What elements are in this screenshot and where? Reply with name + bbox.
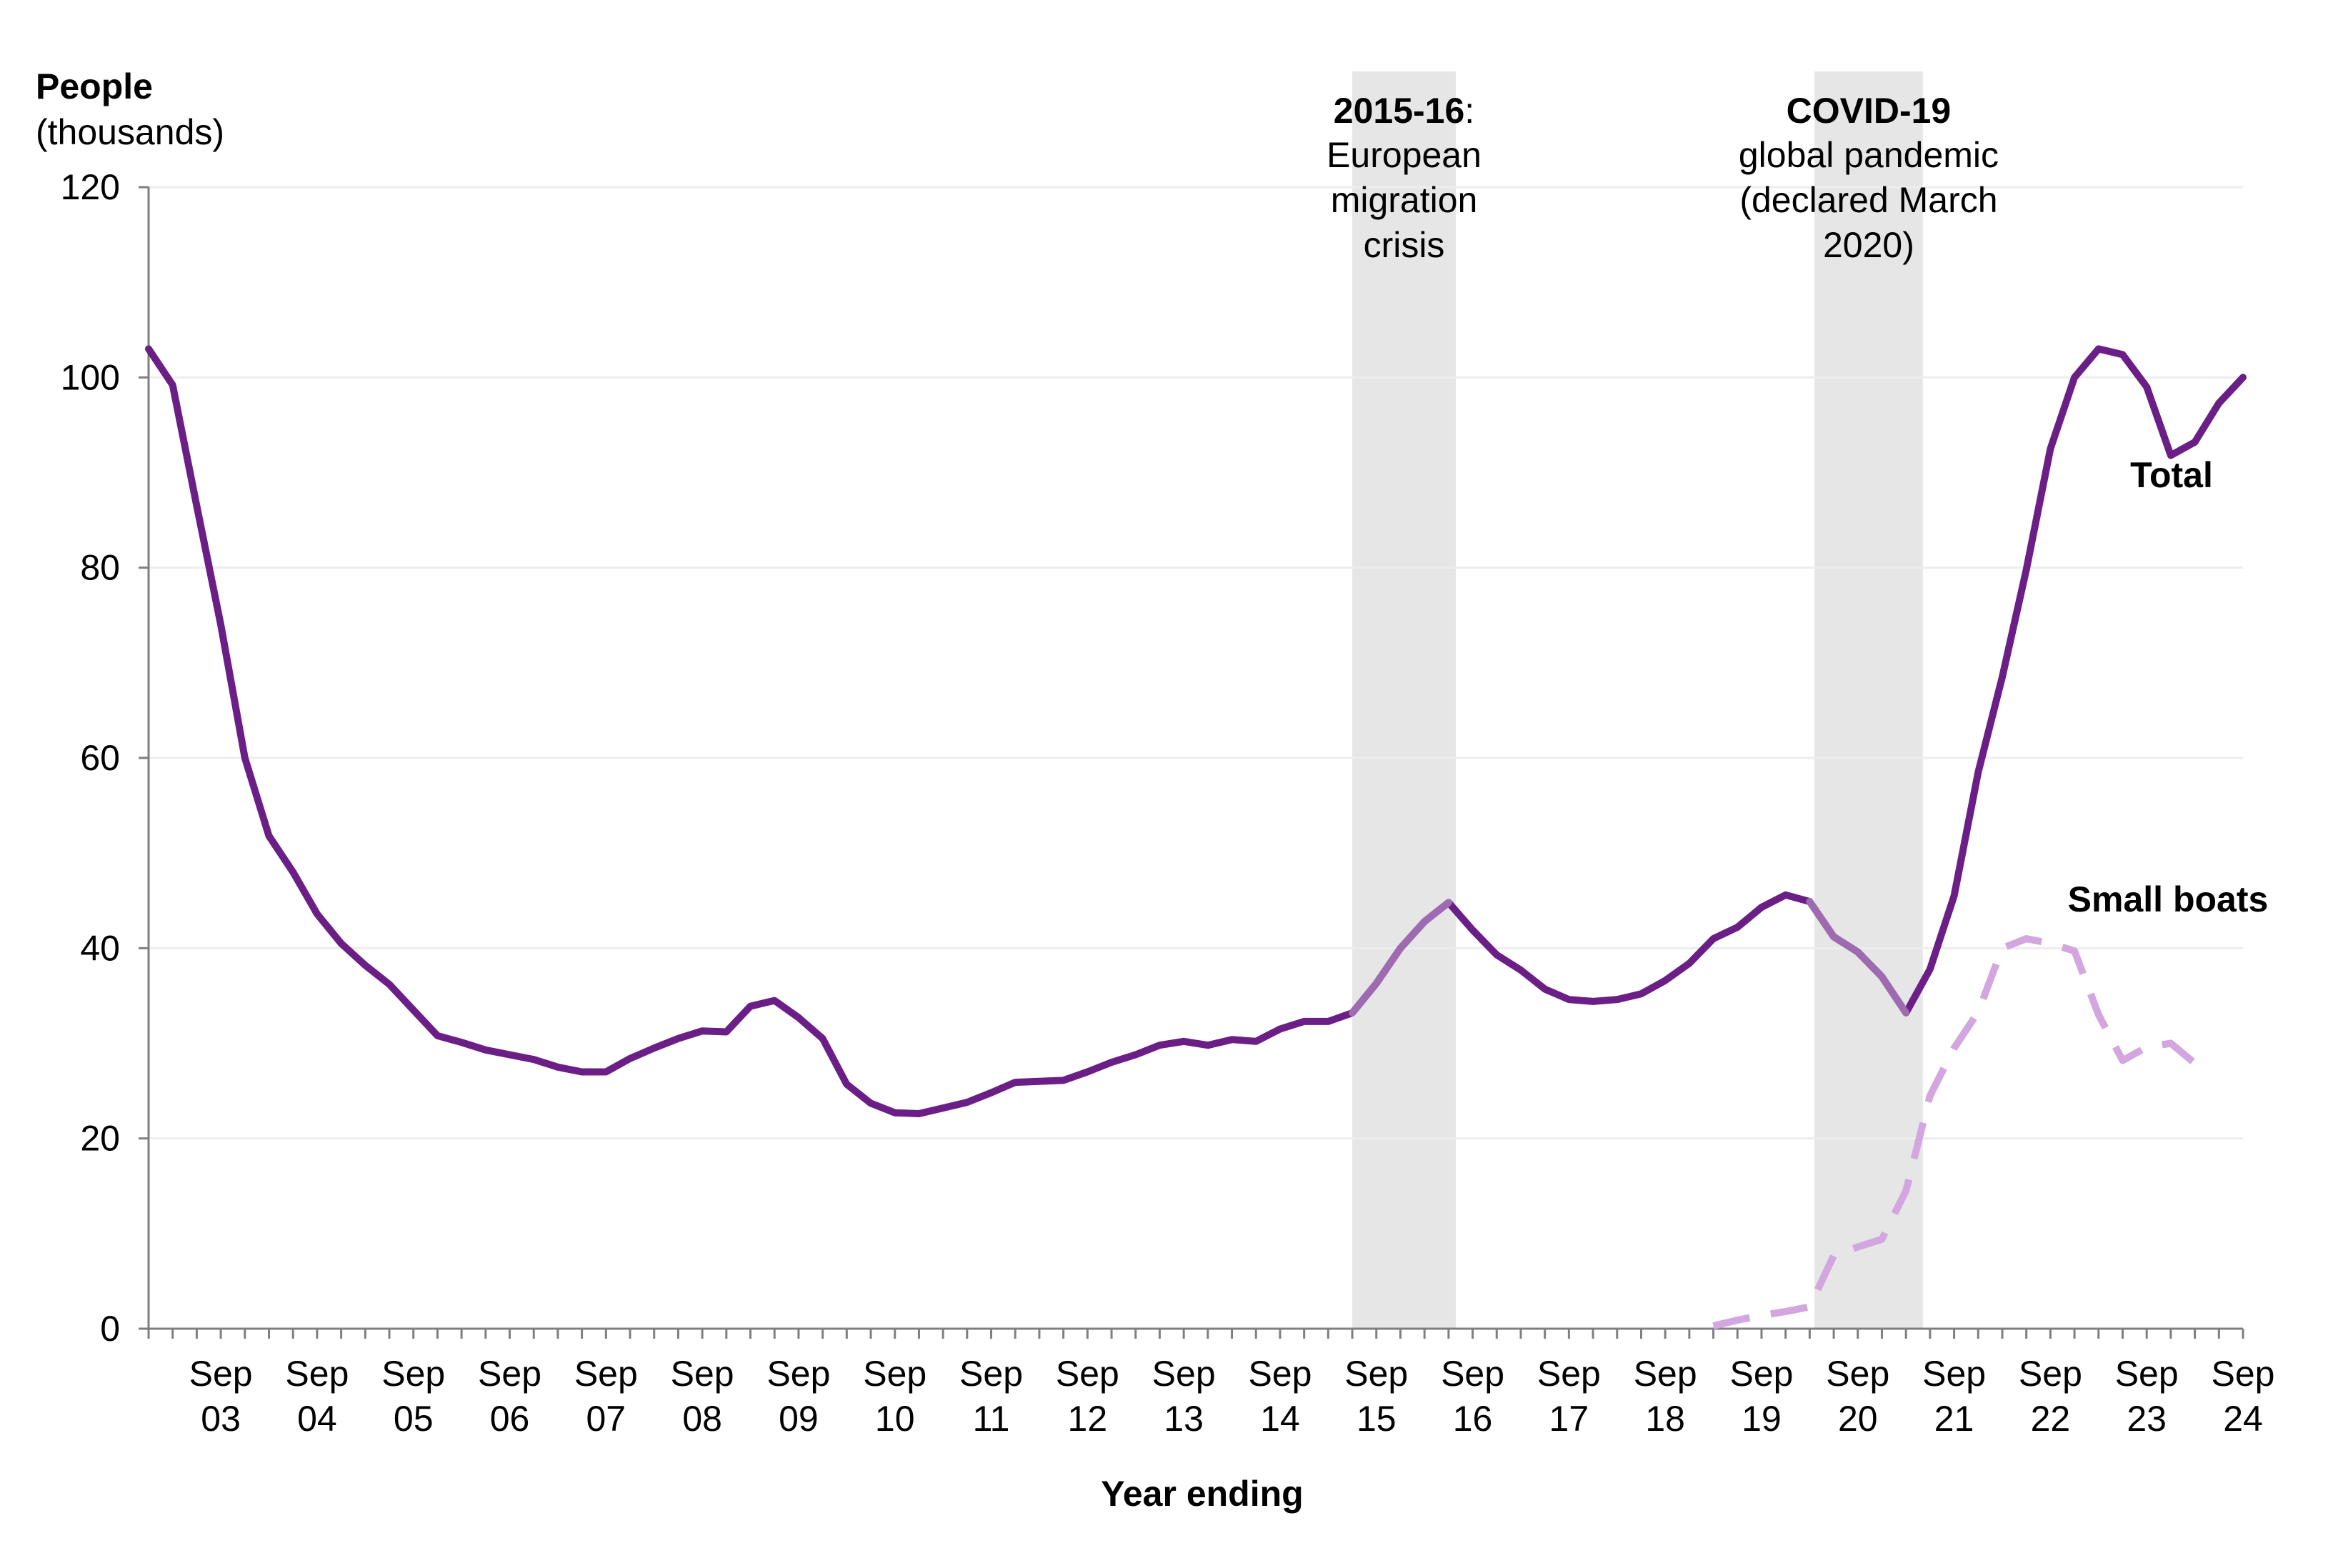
x-tick-label-04-year: 04 [297,1399,337,1439]
x-tick-label-11-year: 11 [973,1399,1010,1439]
series-line-small-boats [1712,935,2197,1329]
x-tick-label-08-month: Sep [671,1354,734,1394]
shaded-period-2-line-3: 2020) [1823,225,1914,265]
shaded-periods [1352,71,1923,1329]
x-tick-label-18-year: 18 [1645,1399,1685,1439]
x-tick-label-17-year: 17 [1549,1399,1589,1439]
shaded-period-1-title-suffix: : [1464,91,1474,131]
x-tick-label-21-year: 21 [1934,1399,1974,1439]
series-label-total: Total [2130,455,2213,495]
x-tick-label-18-month: Sep [1634,1354,1697,1394]
shaded-period-1-title: 2015-16: [1334,91,1474,131]
x-tick-label-12-month: Sep [1056,1354,1119,1394]
x-tick-label-09-year: 09 [779,1399,819,1439]
x-tick-label-06-year: 06 [490,1399,530,1439]
x-tick-label-14-month: Sep [1248,1354,1312,1394]
y-axis-subtitle: (thousands) [36,112,224,152]
series-label-small-boats: Small boats [2068,879,2269,919]
x-tick-label-23-year: 23 [2127,1399,2167,1439]
x-tick-label-16-month: Sep [1441,1354,1504,1394]
x-tick-label-05-month: Sep [381,1354,445,1394]
x-tick-label-03-year: 03 [201,1399,241,1439]
x-tick-label-11-month: Sep [959,1354,1023,1394]
x-tick-label-13-year: 13 [1164,1399,1204,1439]
x-tick-label-08-year: 08 [682,1399,722,1439]
x-tick-label-14-year: 14 [1260,1399,1300,1439]
series-line-total-highlight-1 [1349,899,1452,1017]
shaded-period-2-title-bold: COVID-19 [1787,91,1952,131]
shaded-period-2-title: COVID-19 [1787,91,1952,131]
series-line-total-highlight-2 [1806,898,1910,1017]
x-tick-label-22-month: Sep [2019,1354,2082,1394]
x-tick-label-12-year: 12 [1068,1399,1108,1439]
x-tick-label-05-year: 05 [394,1399,434,1439]
y-tick-label-60: 60 [80,738,120,778]
x-tick-label-17-month: Sep [1537,1354,1601,1394]
x-tick-label-21-month: Sep [1922,1354,1986,1394]
x-tick-label-15-year: 15 [1357,1399,1397,1439]
x-axis-title: Year ending [1101,1474,1303,1514]
x-tick-label-13-month: Sep [1152,1354,1216,1394]
x-tick-label-07-month: Sep [574,1354,638,1394]
x-tick-label-19-month: Sep [1729,1354,1793,1394]
y-tick-label-100: 100 [61,357,120,397]
x-tick-label-10-year: 10 [875,1399,915,1439]
x-tick-label-10-month: Sep [863,1354,926,1394]
x-tick-label-24-year: 24 [2223,1399,2263,1439]
x-tick-label-23-month: Sep [2115,1354,2179,1394]
x-tick-label-22-year: 22 [2031,1399,2071,1439]
y-tick-label-120: 120 [61,167,120,207]
x-tick-label-15-month: Sep [1344,1354,1408,1394]
y-tick-label-80: 80 [80,548,120,588]
axes: 0 20 40 60 80 100 120 Sep 03 Sep 04 Sep 05 Sep 06 Sep 07… [61,167,2275,1439]
shaded-period-2-line-1: global pandemic [1739,135,1999,175]
shaded-period-1-line-2: migration [1331,180,1478,220]
shaded-period-1-line-1: European [1327,135,1482,175]
shaded-period-2 [1814,71,1923,1329]
x-tick-label-03-month: Sep [189,1354,253,1394]
x-tick-label-20-month: Sep [1826,1354,1889,1394]
series-line-total [145,345,2247,1117]
x-tick-label-16-year: 16 [1453,1399,1493,1439]
y-tick-label-20: 20 [80,1119,120,1159]
x-tick-label-07-year: 07 [586,1399,626,1439]
shaded-period-1-line-3: crisis [1364,225,1445,265]
x-tick-label-06-month: Sep [478,1354,541,1394]
gridlines [149,186,2243,1140]
shaded-period-1-title-bold: 2015-16 [1334,91,1465,131]
x-tick-label-19-year: 19 [1742,1399,1782,1439]
y-axis-title: People [36,66,153,106]
y-tick-label-0: 0 [100,1309,120,1349]
x-tick-label-04-month: Sep [285,1354,349,1394]
x-tick-label-09-month: Sep [766,1354,830,1394]
y-tick-label-40: 40 [80,928,120,968]
x-tick-label-24-month: Sep [2212,1354,2275,1394]
shaded-period-2-line-2: (declared March [1739,180,1997,220]
series [145,345,2247,1329]
shaded-period-1 [1352,71,1456,1329]
x-tick-label-20-year: 20 [1838,1399,1878,1439]
